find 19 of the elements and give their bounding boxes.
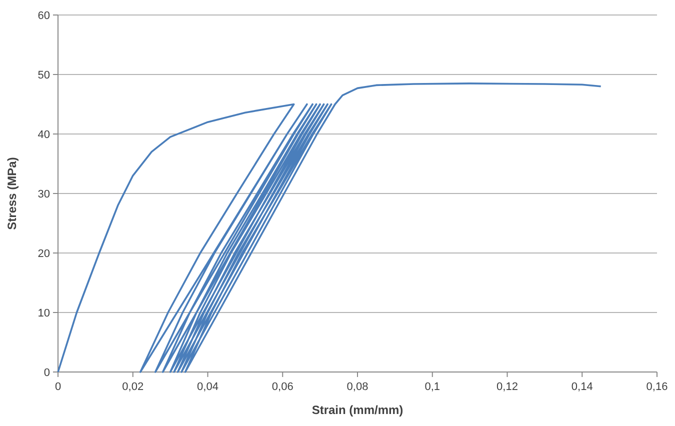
x-tick-label: 0,04 [197, 381, 218, 393]
x-tick-label: 0,14 [571, 381, 593, 393]
y-tick-label: 30 [38, 188, 50, 200]
x-tick-label: 0,16 [646, 381, 668, 393]
y-tick-label: 0 [44, 367, 50, 379]
x-tick-label: 0,02 [122, 381, 144, 393]
x-tick-label: 0 [54, 381, 62, 393]
x-tick-label: 0,08 [346, 381, 368, 393]
y-tick-label: 60 [38, 10, 50, 22]
y-tick-label: 20 [38, 248, 50, 260]
y-tick-label: 40 [38, 129, 50, 141]
y-axis-title: Stress (MPa) [5, 157, 19, 230]
y-tick-label: 10 [38, 308, 50, 320]
line-series [57, 82, 602, 373]
x-axis-title: Strain (mm/mm) [312, 403, 404, 417]
x-tick-label: 0,06 [272, 381, 294, 393]
x-tick-label: 0,1 [424, 381, 440, 393]
x-tick-label: 0,12 [496, 381, 518, 393]
y-tick-label: 50 [38, 70, 50, 82]
